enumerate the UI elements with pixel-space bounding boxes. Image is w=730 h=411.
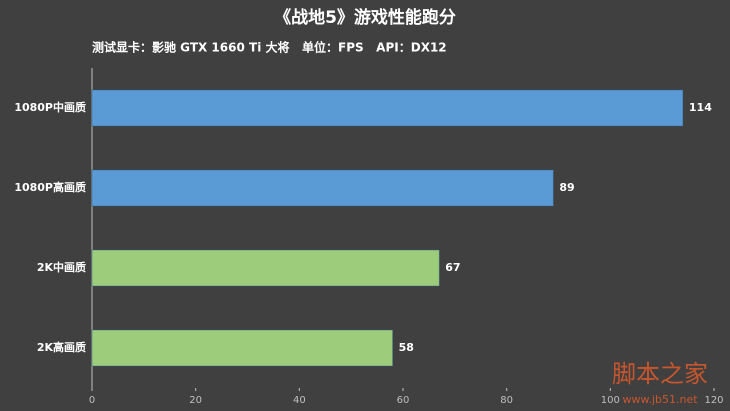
value-label: 89	[559, 181, 574, 194]
bar	[91, 249, 440, 287]
x-tick-label: 60	[397, 395, 410, 406]
value-label: 114	[689, 101, 712, 114]
y-tick-label: 1080P高画质	[14, 180, 86, 194]
x-tick-label: 80	[500, 395, 513, 406]
x-tick-label: 20	[189, 395, 202, 406]
x-tick-label: 100	[601, 395, 620, 406]
x-tick-label: 0	[89, 395, 95, 406]
y-tick-label: 2K中画质	[37, 260, 86, 274]
bar	[91, 89, 684, 127]
y-tick-label: 1080P中画质	[14, 100, 86, 114]
x-tick-label: 120	[704, 395, 723, 406]
bar	[91, 169, 554, 207]
chart-subtitle: 测试显卡：影驰 GTX 1660 Ti 大将 单位：FPS API：DX12	[92, 40, 447, 55]
watermark-url: www.jb51.net	[622, 393, 698, 406]
x-tick-label: 40	[293, 395, 306, 406]
value-label: 58	[399, 341, 414, 354]
y-tick-label: 2K高画质	[37, 340, 86, 354]
value-label: 67	[445, 261, 460, 274]
chart-title: 《战地5》游戏性能跑分	[274, 7, 456, 28]
bar	[91, 329, 394, 367]
watermark-text: 脚本之家	[612, 360, 708, 388]
